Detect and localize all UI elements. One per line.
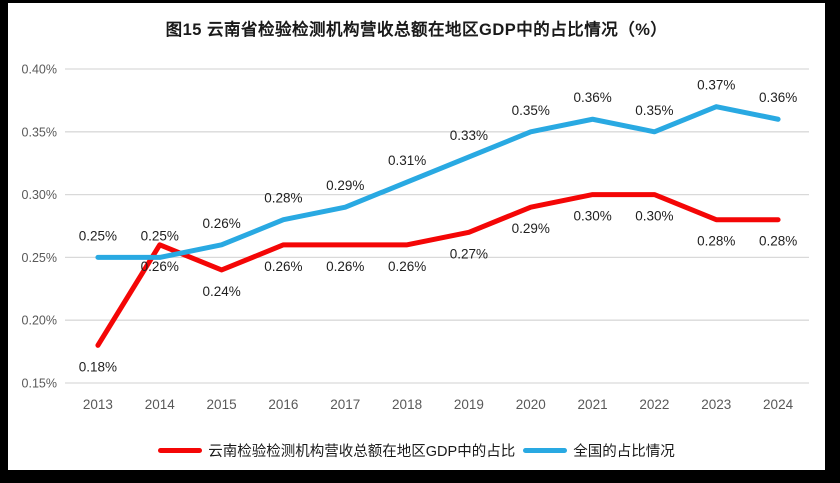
y-tick-label: 0.15%	[22, 377, 57, 391]
x-tick-label: 2013	[83, 397, 113, 412]
x-tick-label: 2016	[268, 397, 298, 412]
x-tick-label: 2014	[145, 397, 176, 412]
x-tick-label: 2019	[454, 397, 484, 412]
data-label: 0.27%	[450, 246, 488, 261]
legend-line-swatch-red	[158, 448, 203, 453]
data-label: 0.26%	[326, 259, 364, 274]
data-label: 0.18%	[79, 359, 117, 374]
data-label: 0.36%	[759, 90, 797, 105]
data-label: 0.26%	[202, 216, 240, 231]
legend-line-swatch-blue	[523, 448, 568, 453]
data-label: 0.37%	[697, 78, 735, 93]
chart-title: 图15 云南省检验检测机构营收总额在地区GDP中的占比情况（%）	[165, 21, 668, 39]
data-label: 0.24%	[202, 284, 240, 299]
data-label: 0.26%	[388, 259, 426, 274]
y-tick-label: 0.35%	[22, 125, 57, 139]
x-tick-label: 2015	[207, 397, 237, 412]
x-tick-label: 2020	[516, 397, 546, 412]
data-label: 0.29%	[326, 178, 364, 193]
legend-label-national: 全国的占比情况	[573, 444, 675, 460]
data-label: 0.28%	[759, 234, 797, 249]
data-label: 0.26%	[141, 259, 179, 274]
data-label: 0.31%	[388, 153, 426, 168]
x-tick-label: 2017	[330, 397, 360, 412]
data-label: 0.28%	[697, 234, 735, 249]
x-tick-label: 2022	[639, 397, 669, 412]
series-line-0	[95, 192, 781, 348]
data-label: 0.25%	[79, 228, 117, 243]
chart-legend: 云南检验检测机构营收总额在地区GDP中的占比 全国的占比情况	[8, 440, 825, 461]
data-label: 0.29%	[512, 221, 550, 236]
line-chart-plot: 0.40% 0.35% 0.30% 0.25% 0.20% 0.15% 2013 2014 20…	[22, 63, 809, 412]
data-label: 0.35%	[512, 103, 550, 118]
data-label: 0.30%	[635, 209, 673, 224]
data-label: 0.33%	[450, 128, 488, 143]
data-label: 0.28%	[264, 191, 302, 206]
series-line-1	[95, 104, 781, 260]
data-label: 0.35%	[635, 103, 673, 118]
data-label: 0.36%	[573, 90, 611, 105]
data-label: 0.30%	[573, 209, 611, 224]
x-tick-label: 2021	[578, 397, 608, 412]
x-tick-label: 2018	[392, 397, 422, 412]
data-label: 0.25%	[141, 228, 179, 243]
y-tick-label: 0.30%	[22, 188, 57, 202]
data-label: 0.26%	[264, 259, 302, 274]
y-tick-label: 0.40%	[22, 63, 57, 77]
chart-canvas: 图15 云南省检验检测机构营收总额在地区GDP中的占比情况（%） 0.40% 0.…	[8, 3, 825, 470]
x-tick-label: 2024	[763, 397, 794, 412]
legend-label-yunnan: 云南检验检测机构营收总额在地区GDP中的占比	[208, 444, 516, 460]
y-tick-label: 0.25%	[22, 251, 57, 265]
y-tick-label: 0.20%	[22, 314, 57, 328]
x-tick-label: 2023	[701, 397, 731, 412]
legend-item-yunnan: 云南检验检测机构营收总额在地区GDP中的占比	[158, 440, 515, 461]
legend-item-national: 全国的占比情况	[523, 440, 675, 461]
